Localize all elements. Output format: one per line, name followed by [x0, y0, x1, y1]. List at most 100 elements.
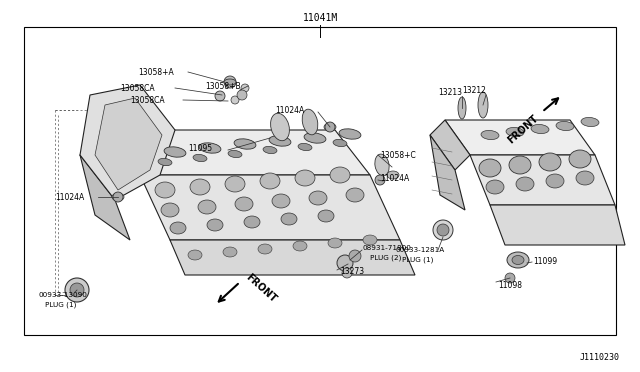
- Ellipse shape: [569, 150, 591, 168]
- Ellipse shape: [228, 150, 242, 158]
- Text: PLUG (1): PLUG (1): [402, 257, 433, 263]
- Circle shape: [342, 268, 352, 278]
- Ellipse shape: [188, 250, 202, 260]
- Polygon shape: [95, 98, 162, 190]
- Text: 00933-13090: 00933-13090: [38, 292, 87, 298]
- Circle shape: [375, 175, 385, 185]
- Circle shape: [437, 224, 449, 236]
- Ellipse shape: [512, 256, 524, 264]
- Circle shape: [224, 76, 236, 88]
- Ellipse shape: [269, 136, 291, 146]
- Polygon shape: [430, 135, 465, 210]
- Circle shape: [337, 255, 353, 271]
- Ellipse shape: [224, 79, 236, 85]
- Ellipse shape: [506, 128, 524, 137]
- Ellipse shape: [263, 147, 277, 154]
- Bar: [24, 27, 616, 335]
- Ellipse shape: [281, 213, 297, 225]
- Circle shape: [70, 283, 84, 297]
- Ellipse shape: [158, 158, 172, 166]
- Circle shape: [237, 90, 247, 100]
- Text: PLUG (2): PLUG (2): [370, 255, 401, 261]
- Circle shape: [241, 84, 249, 92]
- Ellipse shape: [318, 210, 334, 222]
- Polygon shape: [140, 175, 400, 240]
- Ellipse shape: [170, 222, 186, 234]
- Text: 13058+A: 13058+A: [138, 67, 173, 77]
- Text: 13058+B: 13058+B: [205, 81, 241, 90]
- Polygon shape: [445, 120, 595, 155]
- Ellipse shape: [293, 241, 307, 251]
- Ellipse shape: [581, 118, 599, 126]
- Ellipse shape: [478, 92, 488, 118]
- Circle shape: [65, 278, 89, 302]
- Text: FRONT: FRONT: [244, 272, 278, 304]
- Ellipse shape: [295, 170, 315, 186]
- Ellipse shape: [531, 125, 549, 134]
- Text: 11098: 11098: [498, 280, 522, 289]
- Ellipse shape: [190, 179, 210, 195]
- Ellipse shape: [302, 109, 318, 135]
- Text: 13213: 13213: [438, 87, 462, 96]
- Ellipse shape: [155, 182, 175, 198]
- Ellipse shape: [198, 200, 216, 214]
- Text: 13212: 13212: [462, 86, 486, 94]
- Ellipse shape: [161, 203, 179, 217]
- Circle shape: [231, 96, 239, 104]
- Ellipse shape: [258, 244, 272, 254]
- Ellipse shape: [576, 171, 594, 185]
- Ellipse shape: [539, 153, 561, 171]
- Ellipse shape: [330, 167, 350, 183]
- Ellipse shape: [272, 194, 290, 208]
- Ellipse shape: [507, 252, 529, 268]
- Text: 13058CA: 13058CA: [130, 96, 164, 105]
- Polygon shape: [80, 155, 130, 240]
- Circle shape: [349, 250, 361, 262]
- Polygon shape: [80, 130, 140, 200]
- Ellipse shape: [271, 113, 289, 141]
- Polygon shape: [490, 205, 625, 245]
- Polygon shape: [105, 130, 370, 175]
- Ellipse shape: [363, 235, 377, 245]
- Text: 08931-71800: 08931-71800: [363, 245, 412, 251]
- Ellipse shape: [193, 154, 207, 161]
- Circle shape: [325, 122, 335, 132]
- Circle shape: [433, 220, 453, 240]
- Ellipse shape: [244, 216, 260, 228]
- Ellipse shape: [481, 131, 499, 140]
- Ellipse shape: [309, 191, 327, 205]
- Polygon shape: [80, 85, 175, 200]
- Text: 11024A: 11024A: [380, 173, 409, 183]
- Text: 11041M: 11041M: [302, 13, 338, 23]
- Polygon shape: [430, 120, 470, 170]
- Ellipse shape: [298, 143, 312, 151]
- Text: 11024A: 11024A: [55, 192, 84, 202]
- Ellipse shape: [164, 147, 186, 157]
- Polygon shape: [470, 155, 615, 205]
- Text: J1110230: J1110230: [580, 353, 620, 362]
- Ellipse shape: [375, 154, 389, 176]
- Ellipse shape: [509, 156, 531, 174]
- Ellipse shape: [324, 123, 336, 131]
- Ellipse shape: [339, 129, 361, 139]
- Ellipse shape: [304, 133, 326, 143]
- Ellipse shape: [546, 174, 564, 188]
- Ellipse shape: [346, 188, 364, 202]
- Ellipse shape: [556, 121, 574, 131]
- Text: 11099: 11099: [533, 257, 557, 266]
- Circle shape: [215, 91, 225, 101]
- Ellipse shape: [260, 173, 280, 189]
- Text: PLUG (1): PLUG (1): [45, 302, 76, 308]
- Text: 13058+C: 13058+C: [380, 151, 416, 160]
- Ellipse shape: [223, 247, 237, 257]
- Ellipse shape: [516, 177, 534, 191]
- Ellipse shape: [328, 238, 342, 248]
- Ellipse shape: [112, 193, 124, 201]
- Ellipse shape: [234, 139, 256, 149]
- Polygon shape: [170, 240, 415, 275]
- Ellipse shape: [199, 143, 221, 153]
- Text: 13273: 13273: [340, 267, 364, 276]
- Circle shape: [505, 273, 515, 283]
- Ellipse shape: [225, 176, 245, 192]
- Text: 13058CA: 13058CA: [120, 83, 155, 93]
